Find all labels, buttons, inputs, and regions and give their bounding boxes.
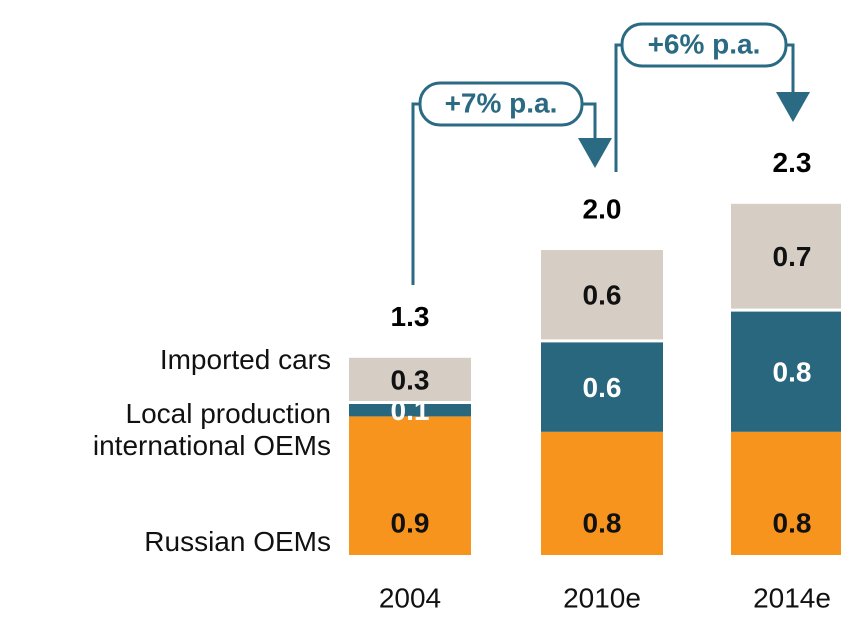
value-label: 0.6 xyxy=(583,280,622,311)
bar-segment xyxy=(349,404,471,417)
bar-segment xyxy=(541,342,663,432)
bar-segment xyxy=(349,416,471,555)
legend-label: Russian OEMs xyxy=(144,526,331,557)
value-label: 0.7 xyxy=(773,241,812,272)
total-label: 2.3 xyxy=(773,147,812,178)
x-tick-label: 2014e xyxy=(753,582,831,613)
total-label: 1.3 xyxy=(391,301,430,332)
growth-connectors xyxy=(411,22,795,285)
arrowhead xyxy=(776,92,810,122)
bar-segment xyxy=(731,431,841,555)
legend-label: Imported cars xyxy=(159,344,331,375)
legend-label: Local production international OEMs xyxy=(92,398,331,461)
value-label: 0.3 xyxy=(391,364,430,395)
pill xyxy=(418,81,584,127)
arrowhead xyxy=(578,138,612,168)
x-tick-label: 2010e xyxy=(563,582,641,613)
x-tick-label: 2004 xyxy=(379,582,441,613)
value-label: 0.6 xyxy=(583,372,622,403)
value-label: 0.9 xyxy=(391,507,430,538)
bar-segment xyxy=(731,203,841,309)
annotation: +6% p.a. xyxy=(648,28,761,59)
bar-segment xyxy=(349,357,471,401)
bar-segment xyxy=(541,250,663,340)
value-label: 0.8 xyxy=(773,507,812,538)
value-label: 0.8 xyxy=(773,357,812,388)
value-label: 0.8 xyxy=(583,507,622,538)
bar-segment xyxy=(541,431,663,555)
bar-segment xyxy=(731,311,841,432)
pill xyxy=(620,22,788,68)
total-label: 2.0 xyxy=(583,193,622,224)
annotation: +7% p.a. xyxy=(445,87,558,118)
